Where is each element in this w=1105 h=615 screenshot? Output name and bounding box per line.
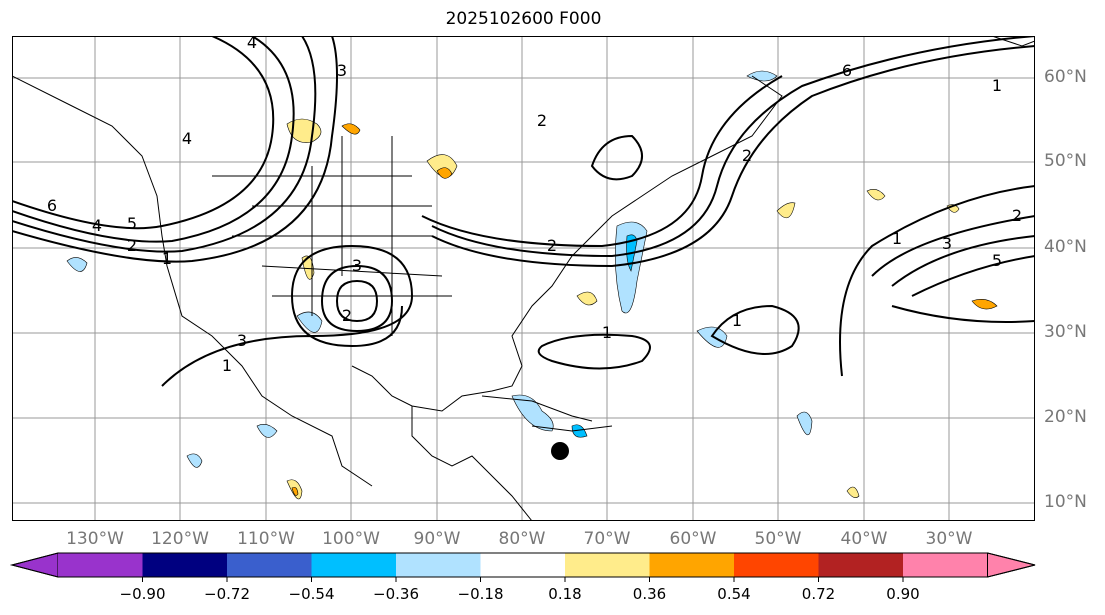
colorbar-segment [480,553,566,577]
shaded-anomalies [66,70,998,500]
colorbar-segment [734,553,819,577]
colorbar-segment [58,553,143,577]
contour-label: 3 [352,256,362,275]
longitude-label: 60°W [669,529,717,549]
contour-label: 2 [547,236,557,255]
latitude-label: 30°N [1044,322,1087,342]
contour-label: 2 [537,111,547,130]
latitude-label: 50°N [1044,151,1087,171]
latitude-label: 20°N [1044,407,1087,427]
contour-label: 3 [237,331,247,350]
contour-label: 3 [337,61,347,80]
colorbar-tick-label: 0.90 [886,585,920,603]
longitude-label: 130°W [66,529,124,549]
geopotential-contours [12,36,1035,387]
contour-label: 2 [127,236,137,255]
colorbar-extend-max [987,552,1036,578]
contour-label: 1 [602,323,612,342]
colorbar-segment [903,553,988,577]
contour-label: 4 [182,129,192,148]
longitude-label: 50°W [754,529,802,549]
colorbar-tick-label: −0.54 [288,585,335,603]
contour-label: 1 [162,249,172,268]
contour-label: 6 [842,61,852,80]
colorbar-tick-label: 0.36 [632,585,667,603]
colorbar-tick-label: −0.72 [204,585,250,603]
colorbar-tick-label: −0.90 [119,585,166,603]
latitude-label: 10°N [1044,492,1087,512]
colorbar-tick-label: −0.36 [373,585,419,603]
contour-label: 3 [942,234,952,253]
colorbar-tick-label: 0.18 [548,585,582,603]
colorbar-segment [649,553,735,577]
storm-center-marker [551,442,569,460]
colorbar-tick-label: 0.72 [801,585,836,603]
map-title: 2025102600 F000 [445,9,602,29]
colorbar-segment [227,553,312,577]
contour-label: 1 [892,229,902,248]
contour-label: 4 [247,36,257,52]
longitude-label: 80°W [498,529,546,549]
longitude-label: 70°W [583,529,631,549]
colorbar [10,552,1036,582]
contour-label: 2 [742,146,752,165]
colorbar-extend-min [10,552,59,578]
contour-label: 5 [127,214,137,233]
coastlines [12,36,1035,521]
contour-label: 2 [1012,206,1022,225]
contour-label: 1 [992,76,1002,95]
gridlines [12,36,1035,521]
contour-label: 4 [92,216,102,235]
longitude-label: 30°W [925,529,973,549]
longitude-label: 40°W [840,529,888,549]
contour-label: 1 [732,311,742,330]
contour-label: 5 [992,251,1002,270]
longitude-label: 100°W [322,529,380,549]
contour-label: 2 [342,306,352,325]
colorbar-segment [818,553,904,577]
colorbar-segment [565,553,650,577]
contour-label: 1 [222,356,232,375]
latitude-label: 60°N [1044,67,1087,87]
colorbar-segment [311,553,397,577]
contour-label: 6 [47,196,57,215]
latitude-label: 40°N [1044,237,1087,257]
longitude-label: 90°W [413,529,461,549]
colorbar-tick-label: −0.18 [457,585,504,603]
colorbar-tick-label: 0.54 [717,585,751,603]
longitude-label: 110°W [237,529,295,549]
longitude-label: 120°W [151,529,209,549]
colorbar-segment [142,553,228,577]
colorbar-segment [396,553,481,577]
